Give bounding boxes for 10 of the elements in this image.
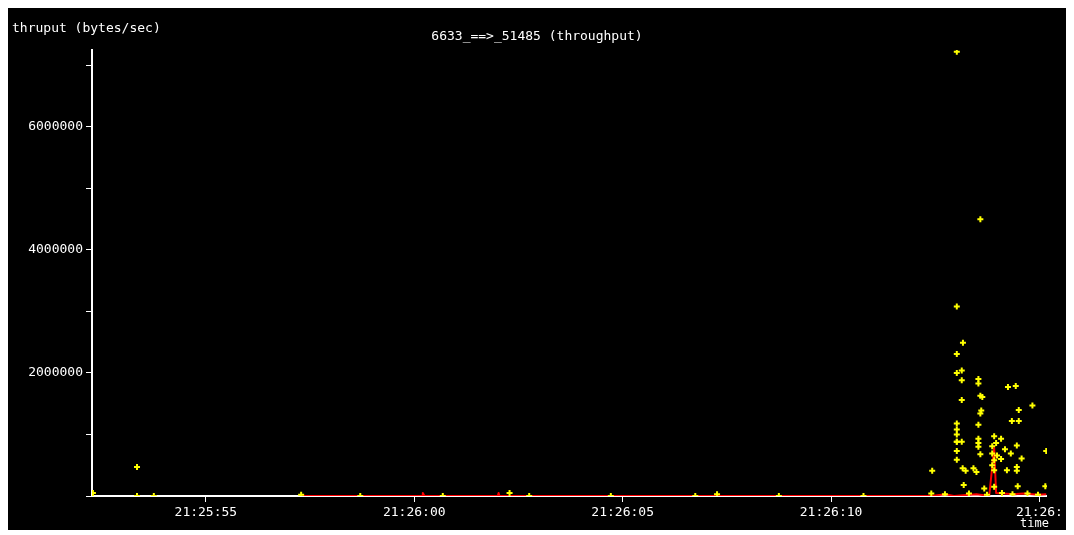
y-tick-label: 6000000	[28, 118, 83, 134]
x-tick-label: 21:26:10	[799, 504, 863, 520]
x-tick-label: 21:26:00	[382, 504, 446, 520]
x-tick-label: 21:26:05	[591, 504, 654, 520]
y-axis-title: thruput (bytes/sec)	[12, 20, 161, 35]
chart-title: 6633_==>_51485 (throughput)	[431, 28, 643, 43]
y-tick-label: 4000000	[28, 241, 83, 257]
x-tick-label: 21:25:55	[174, 504, 238, 520]
y-tick-label: 2000000	[28, 364, 83, 380]
x-axis-title: time	[1020, 516, 1049, 530]
